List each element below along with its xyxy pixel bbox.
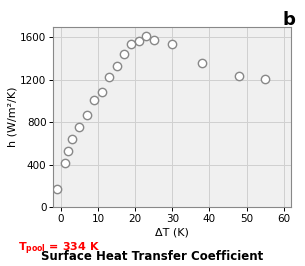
- X-axis label: ΔT (K): ΔT (K): [155, 227, 189, 237]
- Text: b: b: [283, 11, 296, 29]
- Text: Surface Heat Transfer Coefficient: Surface Heat Transfer Coefficient: [41, 250, 264, 263]
- Text: $\mathbf{T_{pool}}$ = 334 K: $\mathbf{T_{pool}}$ = 334 K: [18, 241, 100, 257]
- Y-axis label: h (W/m²/K): h (W/m²/K): [7, 87, 17, 147]
